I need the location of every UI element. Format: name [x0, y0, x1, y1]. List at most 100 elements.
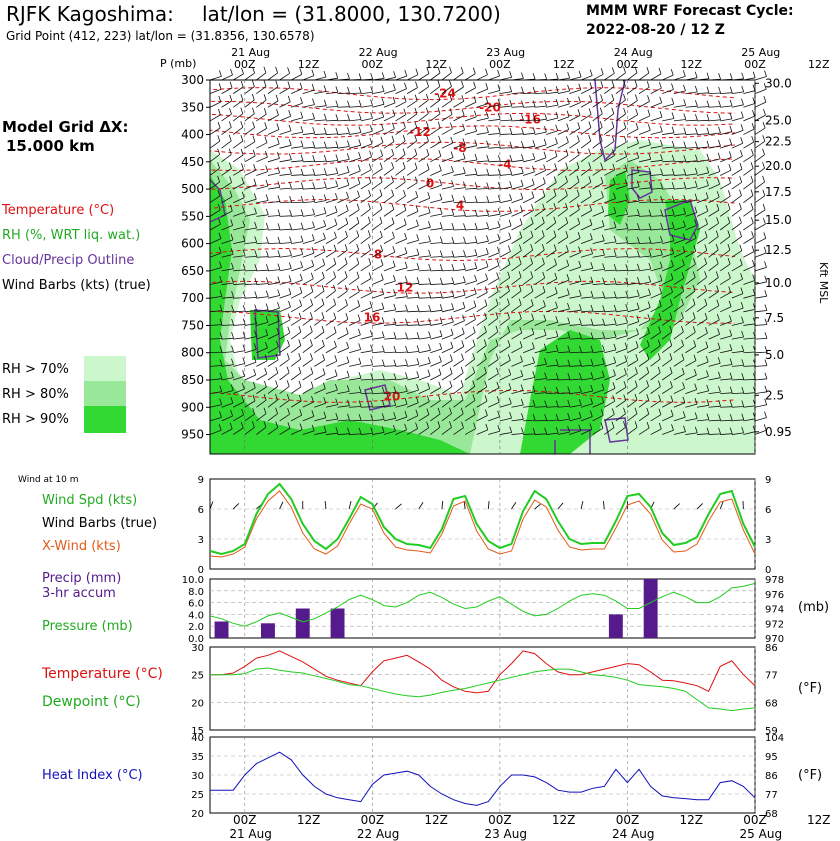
wind-barb-feather — [764, 232, 766, 238]
wind-barb — [233, 74, 243, 80]
wind-barb — [755, 379, 767, 380]
heat-tick-label: 35 — [191, 752, 204, 763]
wind-barb-feather — [568, 72, 570, 78]
wind-barb — [755, 366, 767, 367]
wind-barb-feather — [288, 67, 290, 73]
wind-tick-label-right: 6 — [765, 505, 771, 516]
height-tick-label: 12.5 — [765, 243, 792, 257]
heat-f-tick-label: 95 — [765, 752, 778, 763]
wind-barb-feather — [405, 70, 407, 76]
wind-barb-feather — [371, 73, 373, 79]
wind-barb-feather — [742, 73, 744, 79]
wind-barb — [755, 405, 767, 408]
pressure-tick-label: 950 — [181, 428, 204, 442]
wind-barb-feather — [707, 73, 709, 79]
wind-panel-frame — [210, 479, 755, 569]
wind-barb-feather — [219, 70, 221, 76]
wind-barb-feather — [624, 67, 626, 73]
wind-barb-feather — [510, 71, 512, 77]
heat-f-tick-label: 68 — [765, 809, 778, 820]
precip-tick-label: 10.0 — [182, 575, 204, 586]
wind-barb-feather — [533, 73, 535, 79]
wind-barb — [581, 76, 592, 80]
wind-barb-feather — [612, 67, 614, 73]
wind-barb — [430, 73, 440, 80]
wind-barb-feather — [765, 290, 767, 296]
wind-barb — [639, 73, 649, 80]
heat-f-tick-label: 77 — [765, 790, 778, 801]
wind-barb — [593, 74, 604, 80]
heat-f-tick-label: 86 — [765, 771, 778, 782]
height-tick-label: 20.0 — [765, 159, 792, 173]
pressure-tick-label: 550 — [181, 209, 204, 223]
wind-barb-feather — [242, 68, 244, 74]
wind-barb — [256, 73, 266, 80]
heat-tick-label: 20 — [191, 809, 204, 820]
wind-barb — [454, 73, 464, 80]
wind-barb-feather — [590, 70, 592, 76]
height-tick-label: 2.5 — [765, 388, 784, 402]
wind-barb-feather — [427, 68, 429, 74]
wind-barb — [268, 73, 278, 80]
wind-barb — [755, 296, 767, 298]
temp-tick-label: 25 — [191, 671, 204, 682]
wind-barb-feather — [764, 96, 766, 102]
wind-barb — [604, 73, 614, 80]
wind-barb — [755, 210, 765, 216]
temperature-contour-label: 20 — [384, 389, 401, 403]
height-tick-label: 5.0 — [765, 348, 784, 362]
wind-barb-feather — [719, 73, 721, 79]
temp-tick-label: 30 — [191, 643, 204, 654]
heat-tick-label: 40 — [191, 733, 204, 744]
wind-barb — [245, 73, 255, 80]
precip-bar — [261, 623, 275, 638]
precip-bar — [215, 622, 229, 639]
height-tick-label: 10.0 — [765, 276, 792, 290]
wind-barb — [627, 73, 637, 80]
pressure-tick-label: 300 — [181, 73, 204, 87]
pressure-tick-label: 500 — [181, 182, 204, 196]
height-tick-label: 30.0 — [765, 76, 792, 90]
wind-barb-feather — [324, 71, 326, 77]
wind-barb-feather — [659, 68, 661, 74]
wind-barb-feather — [461, 67, 463, 73]
wind-barb — [222, 325, 234, 326]
wind-barb — [477, 75, 488, 80]
wind-barb-feather — [348, 73, 350, 79]
wind-barb-feather — [695, 72, 697, 78]
wind-barb — [651, 74, 661, 80]
wind-barb — [755, 182, 765, 189]
pressure-tick-label: 974 — [765, 605, 784, 616]
height-tick-label: 17.5 — [765, 185, 792, 199]
temp-f-tick-label: 77 — [765, 671, 778, 682]
wind-barb-feather — [336, 72, 338, 78]
wind-barb-feather — [671, 69, 673, 75]
pressure-tick-label: 850 — [181, 373, 204, 387]
wind-barb-feather — [765, 261, 767, 267]
wind-barb — [755, 141, 765, 148]
wind-barb-feather — [276, 67, 278, 73]
pressure-tick-label: 800 — [181, 346, 204, 360]
heat-tick-label: 30 — [191, 771, 204, 782]
wind-barb-feather — [601, 68, 603, 74]
wind-barb — [222, 75, 233, 80]
temp-tick-label: 20 — [191, 698, 204, 709]
wind-barb — [407, 75, 418, 80]
wind-barb-feather — [253, 67, 255, 73]
wind-barb-feather — [579, 71, 581, 77]
pressure-tick-label: 600 — [181, 237, 204, 251]
precip-bar — [609, 614, 623, 638]
precip-tick-label: 6.0 — [188, 599, 204, 610]
temp-f-tick-label: 86 — [765, 643, 778, 654]
wind-barb-feather — [231, 69, 233, 75]
wind-barb — [755, 267, 767, 271]
precip-bar — [331, 609, 345, 639]
precip-panel-frame — [210, 579, 755, 638]
wind-barb-feather — [416, 69, 418, 75]
wind-barb-feather — [635, 67, 637, 73]
wind-barb — [755, 196, 765, 203]
wind-barb-feather — [312, 70, 314, 76]
wind-barb-feather — [765, 332, 767, 338]
temp-f-tick-label: 68 — [765, 698, 778, 709]
pressure-tick-label: 350 — [181, 100, 204, 114]
